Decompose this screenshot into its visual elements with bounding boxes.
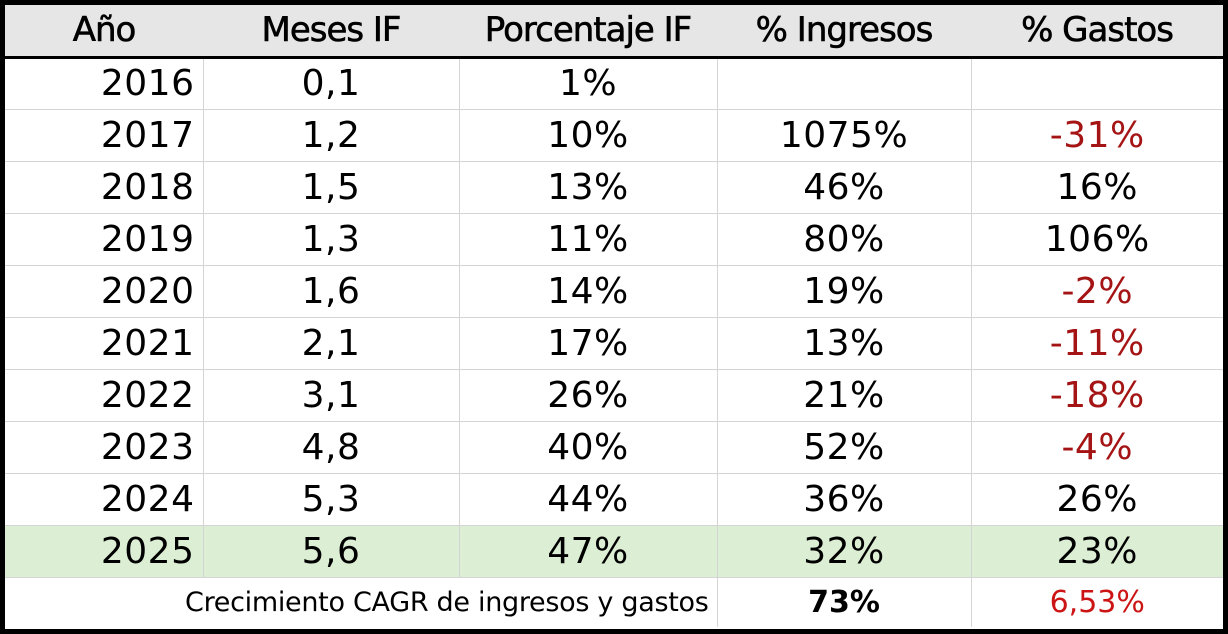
- cell-ingresos[interactable]: 36%: [717, 473, 972, 526]
- cell-ingresos[interactable]: 46%: [717, 161, 972, 214]
- cell-porcentaje-if[interactable]: 11%: [459, 213, 718, 266]
- header-year[interactable]: Año: [72, 10, 136, 51]
- table-row-highlighted: 2025 5,6 47% 32% 23%: [5, 525, 1223, 578]
- cell-gastos[interactable]: -11%: [971, 317, 1223, 370]
- cell-ingresos[interactable]: [717, 57, 972, 110]
- table-row: 2021 2,1 17% 13% -11%: [5, 317, 1223, 370]
- table-row: 2022 3,1 26% 21% -18%: [5, 369, 1223, 422]
- header-row: Año Meses IF Porcentaje IF % Ingresos % …: [5, 5, 1223, 57]
- cell-porcentaje-if[interactable]: 1%: [459, 57, 718, 110]
- cell-porcentaje-if[interactable]: 14%: [459, 265, 718, 318]
- cell-porcentaje-if[interactable]: 40%: [459, 421, 718, 474]
- cell-year[interactable]: 2016: [5, 57, 204, 110]
- cell-year[interactable]: 2019: [5, 213, 204, 266]
- cell-gastos[interactable]: -18%: [971, 369, 1223, 422]
- cell-meses-if[interactable]: 1,3: [203, 213, 460, 266]
- cell-gastos[interactable]: -2%: [971, 265, 1223, 318]
- cell-meses-if[interactable]: 5,3: [203, 473, 460, 526]
- cell-meses-if[interactable]: 2,1: [203, 317, 460, 370]
- cell-year[interactable]: 2023: [5, 421, 204, 474]
- cell-porcentaje-if[interactable]: 10%: [459, 109, 718, 162]
- cell-meses-if[interactable]: 0,1: [203, 57, 460, 110]
- cell-porcentaje-if[interactable]: 44%: [459, 473, 718, 526]
- table-row: 2018 1,5 13% 46% 16%: [5, 161, 1223, 214]
- cell-year[interactable]: 2021: [5, 317, 204, 370]
- header-meses-if[interactable]: Meses IF: [261, 10, 402, 51]
- cell-ingresos[interactable]: 80%: [717, 213, 972, 266]
- cell-meses-if[interactable]: 1,2: [203, 109, 460, 162]
- cell-ingresos[interactable]: 32%: [717, 525, 972, 578]
- cell-gastos[interactable]: 106%: [971, 213, 1223, 266]
- cell-year[interactable]: 2020: [5, 265, 204, 318]
- cell-gastos[interactable]: 26%: [971, 473, 1223, 526]
- cell-gastos[interactable]: [971, 57, 1223, 110]
- cell-ingresos[interactable]: 13%: [717, 317, 972, 370]
- cell-meses-if[interactable]: 5,6: [203, 525, 460, 578]
- cell-porcentaje-if[interactable]: 26%: [459, 369, 718, 422]
- cell-ingresos[interactable]: 21%: [717, 369, 972, 422]
- cell-gastos[interactable]: 16%: [971, 161, 1223, 214]
- table-row: 2023 4,8 40% 52% -4%: [5, 421, 1223, 474]
- cell-meses-if[interactable]: 4,8: [203, 421, 460, 474]
- cell-year[interactable]: 2017: [5, 109, 204, 162]
- footer-row: Crecimiento CAGR de ingresos y gastos 73…: [5, 577, 1223, 627]
- table-row: 2020 1,6 14% 19% -2%: [5, 265, 1223, 318]
- cell-gastos[interactable]: -4%: [971, 421, 1223, 474]
- cell-ingresos[interactable]: 19%: [717, 265, 972, 318]
- cell-porcentaje-if[interactable]: 13%: [459, 161, 718, 214]
- cell-porcentaje-if[interactable]: 17%: [459, 317, 718, 370]
- cell-year[interactable]: 2018: [5, 161, 204, 214]
- cagr-ingresos-value[interactable]: 73%: [717, 577, 972, 627]
- cell-meses-if[interactable]: 3,1: [203, 369, 460, 422]
- table-row: 2017 1,2 10% 1075% -31%: [5, 109, 1223, 162]
- table-row: 2016 0,1 1%: [5, 57, 1223, 110]
- cell-meses-if[interactable]: 1,5: [203, 161, 460, 214]
- cell-ingresos[interactable]: 52%: [717, 421, 972, 474]
- cagr-gastos-value[interactable]: 6,53%: [1049, 584, 1145, 620]
- cell-year[interactable]: 2022: [5, 369, 204, 422]
- cell-gastos[interactable]: -31%: [971, 109, 1223, 162]
- table-row: 2024 5,3 44% 36% 26%: [5, 473, 1223, 526]
- cell-year[interactable]: 2024: [5, 473, 204, 526]
- cell-ingresos[interactable]: 1075%: [717, 109, 972, 162]
- header-porcentaje-if[interactable]: Porcentaje IF: [484, 10, 692, 51]
- cell-meses-if[interactable]: 1,6: [203, 265, 460, 318]
- cell-porcentaje-if[interactable]: 47%: [459, 525, 718, 578]
- header-gastos[interactable]: % Gastos: [1021, 10, 1174, 51]
- cagr-label[interactable]: Crecimiento CAGR de ingresos y gastos: [5, 577, 718, 627]
- header-ingresos[interactable]: % Ingresos: [755, 10, 933, 51]
- cell-gastos[interactable]: 23%: [971, 525, 1223, 578]
- table-body: 2016 0,1 1% 2017 1,2 10% 1075% -31% 2018…: [5, 57, 1223, 578]
- cell-year[interactable]: 2025: [5, 525, 204, 578]
- financial-independence-table: Año Meses IF Porcentaje IF % Ingresos % …: [5, 5, 1223, 627]
- table-row: 2019 1,3 11% 80% 106%: [5, 213, 1223, 266]
